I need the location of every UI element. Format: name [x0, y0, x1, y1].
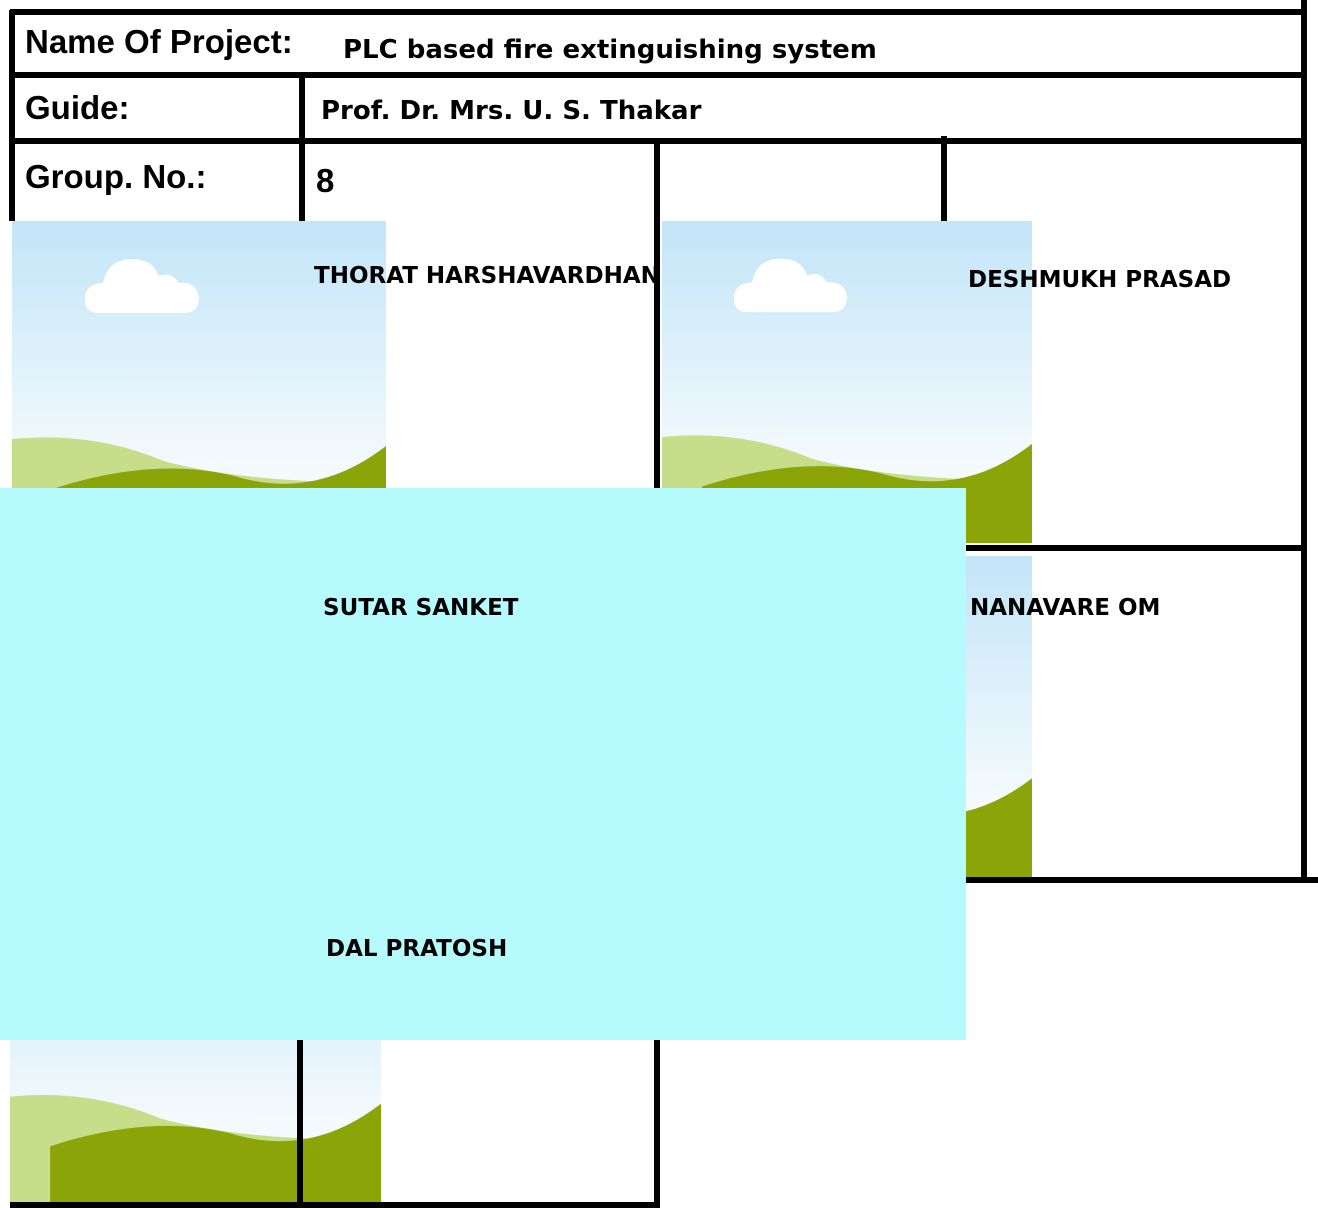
value: PLC based fire extinguishing system — [343, 35, 877, 65]
label: Guide: — [25, 89, 130, 126]
label: Name Of Project: — [25, 23, 293, 60]
member-name: DESHMUKH PRASAD — [968, 267, 1231, 293]
member-name: DAL PRATOSH — [326, 936, 507, 962]
label: Group. No.: — [25, 158, 206, 195]
member-name: NANAVARE OM — [970, 595, 1160, 621]
member-name: SUTAR SANKET — [323, 595, 519, 621]
value: Prof. Dr. Mrs. U. S. Thakar — [321, 96, 702, 126]
table-lines — [9, 0, 1318, 1208]
member-name: THORAT HARSHAVARDHAN — [314, 263, 660, 289]
value: 8 — [316, 162, 334, 199]
overlay-panel — [0, 488, 966, 1040]
